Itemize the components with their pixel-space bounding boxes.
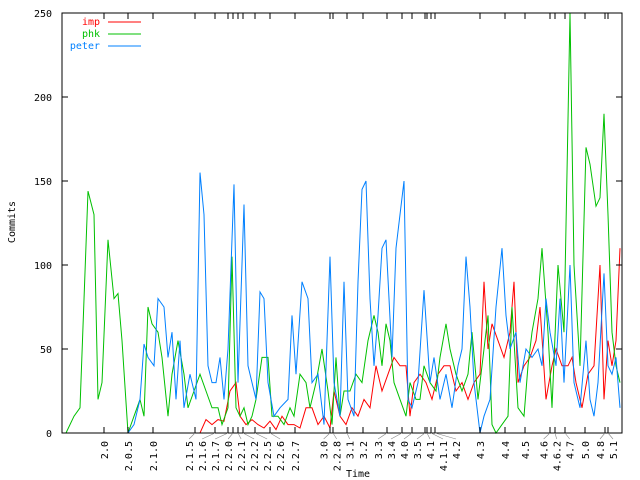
x-tick-label: 3.2 xyxy=(359,441,370,459)
x-tick-label: 4.2 xyxy=(452,441,463,459)
x-tick-label: 4.4 xyxy=(501,441,512,459)
x-tick-leader xyxy=(430,432,444,440)
x-tick-leader xyxy=(564,432,570,440)
x-tick-leader xyxy=(201,432,216,440)
x-tick-label: 2.2.1 xyxy=(237,441,248,471)
x-tick-label: 4.6.2 xyxy=(553,441,564,471)
legend-label-phk: phk xyxy=(82,29,100,40)
y-tick-label: 250 xyxy=(34,9,52,20)
x-tick-leader xyxy=(416,432,426,440)
x-tick-leader xyxy=(607,432,614,440)
plot-border xyxy=(61,12,623,434)
x-tick-label: 4.0 xyxy=(400,441,411,459)
x-tick-leader xyxy=(227,432,234,440)
x-tick-label: 2.2.5 xyxy=(263,441,274,471)
x-tick-leader xyxy=(269,432,281,440)
x-tick-leader xyxy=(403,432,413,440)
series-layer xyxy=(65,12,621,434)
x-tick-label: 4.5 xyxy=(521,441,532,459)
x-tick-label: 2.0.5 xyxy=(124,441,135,471)
y-tick-label: 150 xyxy=(34,177,52,188)
x-tick-leader xyxy=(332,432,337,440)
x-tick-label: 2.2.6 xyxy=(276,441,287,471)
x-tick-leader xyxy=(434,432,457,440)
x-tick-label: 3.4 xyxy=(387,441,398,459)
x-tick-label: 2.1.7 xyxy=(211,441,222,471)
series-line-peter xyxy=(127,172,621,434)
x-tick-leader xyxy=(237,432,242,440)
x-tick-leader xyxy=(214,432,229,440)
y-tick-label: 100 xyxy=(34,261,52,272)
x-tick-leader xyxy=(254,432,268,440)
x-tick-leader xyxy=(599,432,606,440)
x-tick-label: 3.3 xyxy=(374,441,385,459)
x-tick-label: 3.5 xyxy=(413,441,424,459)
x-tick-label: 3.0 xyxy=(320,441,331,459)
x-tick-label: 5.1 xyxy=(609,441,620,459)
x-tick-label: 4.3 xyxy=(476,441,487,459)
x-axis-label: Time xyxy=(346,469,370,480)
x-tick-label: 2.1.0 xyxy=(149,441,160,471)
series-line-phk xyxy=(65,12,621,434)
x-tick-leader xyxy=(426,432,431,440)
x-tick-leader xyxy=(346,432,350,440)
x-tick-label: 2.1.6 xyxy=(198,441,209,471)
x-tick-label: 4.8 xyxy=(596,441,607,459)
x-tick-label: 2.2.0 xyxy=(224,441,235,471)
legend-label-peter: peter xyxy=(70,41,100,52)
x-tick-leader xyxy=(323,432,331,440)
legend-label-imp: imp xyxy=(82,17,100,28)
x-tick-leader xyxy=(390,432,403,440)
y-axis-label: Commits xyxy=(7,201,18,243)
x-tick-label: 2.2.7 xyxy=(291,441,302,471)
x-tick-label: 4.7 xyxy=(566,441,577,459)
x-tick-label: 5.0 xyxy=(581,441,592,459)
x-tick-label: 2.2.8 xyxy=(333,441,344,471)
x-tick-label: 4.1 xyxy=(426,441,437,459)
x-tick-label: 2.0 xyxy=(100,441,111,459)
y-tick-label: 50 xyxy=(40,345,52,356)
x-tick-label: 3.1 xyxy=(346,441,357,459)
x-tick-leader xyxy=(554,432,557,440)
x-tick-label: 4.6 xyxy=(540,441,551,459)
series-line-imp xyxy=(199,248,621,434)
x-tick-label: 2.1.5 xyxy=(185,441,196,471)
x-tick-leader xyxy=(543,432,551,440)
x-tick-leader xyxy=(188,432,196,440)
y-tick-label: 0 xyxy=(46,429,52,440)
x-tick-label: 4.1.1 xyxy=(439,441,450,471)
x-tick-leader xyxy=(242,432,255,440)
x-tick-label: 2.2.2 xyxy=(250,441,261,471)
x-tick-leader xyxy=(377,432,388,440)
y-tick-label: 200 xyxy=(34,93,52,104)
